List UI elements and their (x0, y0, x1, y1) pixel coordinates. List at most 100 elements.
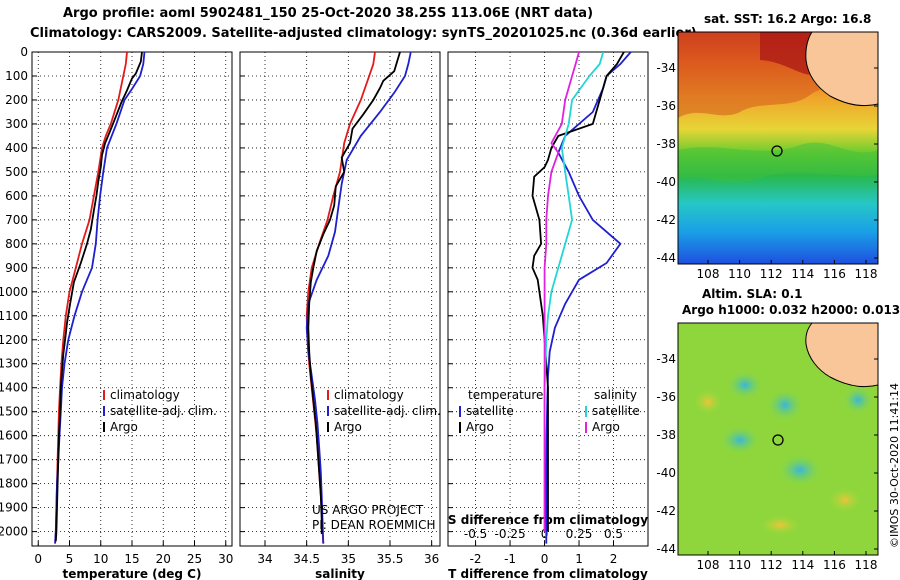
pressure-tick-label: 1000 (0, 285, 28, 299)
sst-land (805, 31, 879, 107)
difference-top-tick-label: 0 (541, 527, 549, 541)
difference-legend-label: satellite (466, 404, 514, 418)
pressure-tick-label: 0 (20, 45, 28, 59)
difference-legend-label: Argo (592, 420, 620, 434)
map-xtick-label: 114 (791, 267, 814, 281)
figure-title-line-2: Climatology: CARS2009. Satellite-adjuste… (30, 26, 697, 41)
temperature-legend-label: climatology (110, 388, 180, 402)
sla-map-title: Altim. SLA: 0.1 (702, 287, 803, 301)
map-ytick-label: -42 (656, 213, 676, 227)
difference-top-tick-label: -0.25 (495, 527, 526, 541)
difference-top-tick-label: -0.5 (464, 527, 487, 541)
temperature-line-argo (54, 52, 143, 542)
salinity-legend-label: Argo (334, 420, 362, 434)
temperature-legend-label: satellite-adj. clim. (110, 404, 217, 418)
map-xtick-label: 118 (855, 558, 878, 572)
salinity-legend-label: satellite-adj. clim. (334, 404, 441, 418)
difference-line-temperature-satellite (545, 52, 632, 544)
pressure-tick-label: 1900 (0, 501, 28, 515)
pressure-tick-label: 600 (5, 189, 28, 203)
pressure-tick-label: 300 (5, 117, 28, 131)
map-ytick-label: -44 (656, 542, 676, 556)
difference-xtick-label: 0 (541, 552, 549, 566)
sla-argo-marker (772, 434, 784, 446)
pressure-tick-label: 1600 (0, 429, 28, 443)
pressure-tick-label: 900 (5, 261, 28, 275)
map-ytick-label: -34 (656, 352, 676, 366)
pressure-tick-label: 2000 (0, 525, 28, 539)
pressure-tick-label: 1400 (0, 381, 28, 395)
salinity-line-argo (307, 52, 401, 534)
temperature-xtick-label: 10 (93, 552, 108, 566)
difference-xtick-label: -1 (504, 552, 516, 566)
temperature-axis-label: temperature (deg C) (63, 567, 202, 580)
map-xtick-label: 110 (728, 558, 751, 572)
salinity-line-satellite-adj-clim- (305, 52, 412, 544)
pressure-tick-label: 200 (5, 93, 28, 107)
salinity-frame (239, 51, 441, 547)
map-xtick-label: 112 (760, 558, 783, 572)
map-ytick-label: -42 (656, 504, 676, 518)
sst-map-title: sat. SST: 16.2 Argo: 16.8 (704, 12, 871, 26)
sla-map: Altim. SLA: 0.1 Argo h1000: 0.032 h2000:… (656, 287, 900, 572)
pressure-tick-label: 1200 (0, 333, 28, 347)
map-xtick-label: 108 (697, 558, 720, 572)
map-ytick-label: -36 (656, 99, 676, 113)
difference-legend-salinity-title: salinity (594, 388, 637, 402)
sla-land (805, 322, 879, 388)
map-ytick-label: -38 (656, 428, 676, 442)
temperature-panel: 0 5 10 15 20 25 300100200300400500600700800900… (0, 45, 233, 580)
difference-panel: -2 -1 0 1 2-0.5 -0.25 0 0.25 0.5S difference fro… (447, 51, 649, 580)
salinity-panel: 34 34.5 35 35.5 36 salinity climatology satelli… (239, 51, 441, 580)
difference-top-tick-label: 0.5 (604, 527, 623, 541)
credit-us-argo: US ARGO PROJECT (312, 503, 424, 517)
pressure-tick-label: 1300 (0, 357, 28, 371)
temperature-xtick-label: 5 (66, 552, 74, 566)
map-xtick-label: 116 (823, 267, 846, 281)
sst-argo-marker (771, 145, 783, 157)
salinity-xtick-label: 34.5 (293, 552, 320, 566)
map-xtick-label: 108 (697, 267, 720, 281)
pressure-tick-label: 1100 (0, 309, 28, 323)
credit-pi: PI: DEAN ROEMMICH (312, 518, 436, 532)
map-ytick-label: -34 (656, 61, 676, 75)
map-ytick-label: -38 (656, 137, 676, 151)
temperature-xtick-label: 20 (156, 552, 171, 566)
difference-line-temperature-argo (531, 52, 625, 532)
temperature-xtick-label: 25 (187, 552, 202, 566)
figure-title-line-1: Argo profile: aoml 5902481_150 25-Oct-20… (63, 6, 594, 21)
pressure-tick-label: 100 (5, 69, 28, 83)
difference-legend-label: Argo (466, 420, 494, 434)
difference-line-salinity-argo (543, 52, 580, 532)
difference-frame (447, 51, 649, 547)
pressure-tick-label: 1700 (0, 453, 28, 467)
difference-top-tick-label: 0.25 (566, 527, 593, 541)
map-xtick-label: 112 (760, 267, 783, 281)
difference-legend-label: satellite (592, 404, 640, 418)
temperature-legend-label: Argo (110, 420, 138, 434)
temperature-xtick-label: 0 (34, 552, 42, 566)
pressure-tick-label: 800 (5, 237, 28, 251)
map-ytick-label: -36 (656, 390, 676, 404)
salinity-xtick-label: 35.5 (377, 552, 404, 566)
sla-map-subtitle: Argo h1000: 0.032 h2000: 0.013 (682, 303, 900, 317)
pressure-tick-label: 500 (5, 165, 28, 179)
sst-map: sat. SST: 16.2 Argo: 16.8 108 110 112 114 11… (656, 12, 879, 281)
salinity-axis-label: salinity (315, 567, 365, 580)
temperature-frame (31, 51, 233, 547)
map-ytick-label: -40 (656, 175, 676, 189)
salinity-line-climatology (305, 52, 376, 544)
salinity-xtick-label: 35 (341, 552, 356, 566)
map-xtick-label: 116 (823, 558, 846, 572)
difference-xtick-label: 2 (610, 552, 618, 566)
difference-axis-label: T difference from climatology (448, 567, 648, 580)
difference-legend-temperature-title: temperature (468, 388, 543, 402)
map-ytick-label: -44 (656, 251, 676, 265)
temperature-xtick-label: 15 (124, 552, 139, 566)
map-xtick-label: 114 (791, 558, 814, 572)
map-ytick-label: -40 (656, 466, 676, 480)
map-xtick-label: 110 (728, 267, 751, 281)
imos-credit: ©IMOS 30-Oct-2020 11:41:14 (888, 382, 900, 548)
salinity-legend-label: climatology (334, 388, 404, 402)
